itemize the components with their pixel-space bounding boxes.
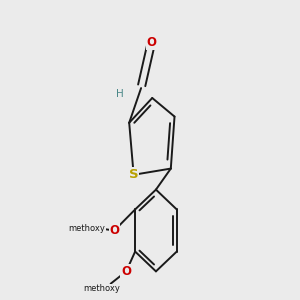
- Text: O: O: [109, 224, 119, 237]
- Text: S: S: [129, 168, 139, 181]
- Text: H: H: [116, 89, 124, 99]
- Text: methoxy: methoxy: [68, 224, 105, 232]
- Text: O: O: [121, 265, 131, 278]
- Text: methoxy: methoxy: [83, 284, 120, 293]
- Text: O: O: [146, 36, 157, 49]
